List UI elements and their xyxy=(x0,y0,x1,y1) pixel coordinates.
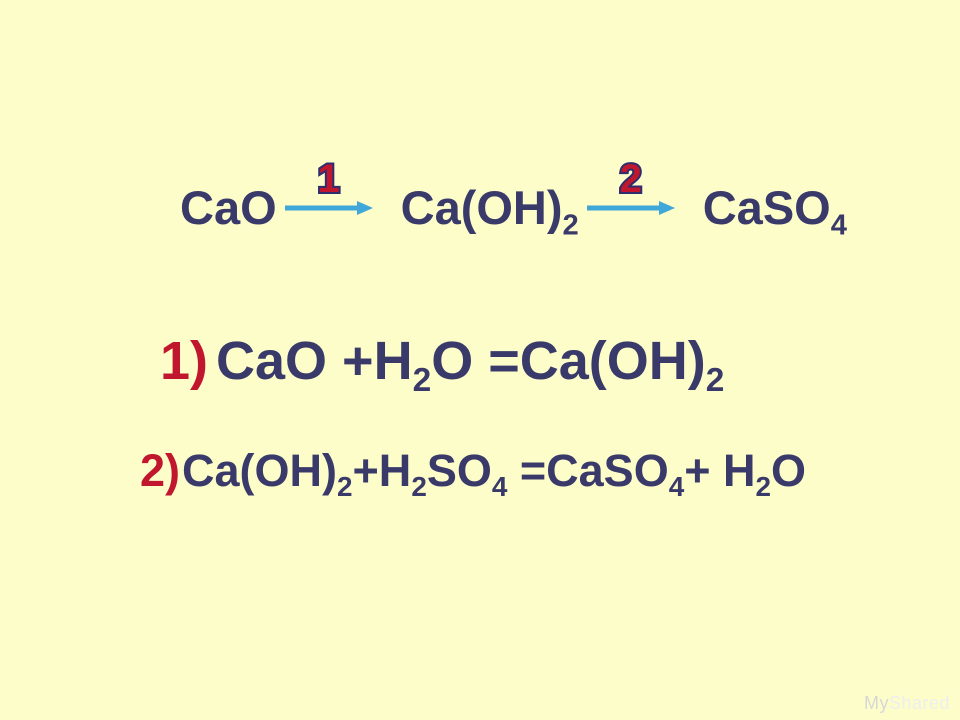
arrow-icon: 11 xyxy=(285,199,373,217)
formula: Ca(OH)2 xyxy=(401,180,579,235)
watermark: MyShared xyxy=(864,693,950,714)
arrow-label: 22 xyxy=(620,157,642,202)
equation-body: Ca(OH)2+H2SO4 =CaSO4+ H2O xyxy=(182,445,806,497)
equation-row: 1)CaO +H2O =Ca(OH)2 xyxy=(160,330,724,392)
equation-body: CaO +H2O =Ca(OH)2 xyxy=(216,330,724,392)
equation-row: 2)Ca(OH)2+H2SO4 =CaSO4+ H2O xyxy=(140,445,806,497)
equation-number: 1) xyxy=(160,330,208,392)
arrow-icon: 22 xyxy=(587,199,675,217)
formula: CaSO4 xyxy=(703,180,847,235)
arrow-label: 11 xyxy=(318,157,340,202)
slide: CaO 11 Ca(OH)2 22 CaSO4 1)CaO +H2O =Ca(OH)2 2… xyxy=(0,0,960,720)
reaction-scheme: CaO 11 Ca(OH)2 22 CaSO4 xyxy=(180,180,847,235)
formula: CaO xyxy=(180,180,277,235)
equation-number: 2) xyxy=(140,445,180,497)
watermark-part1: My xyxy=(864,693,889,713)
watermark-part2: Shared xyxy=(889,693,950,713)
